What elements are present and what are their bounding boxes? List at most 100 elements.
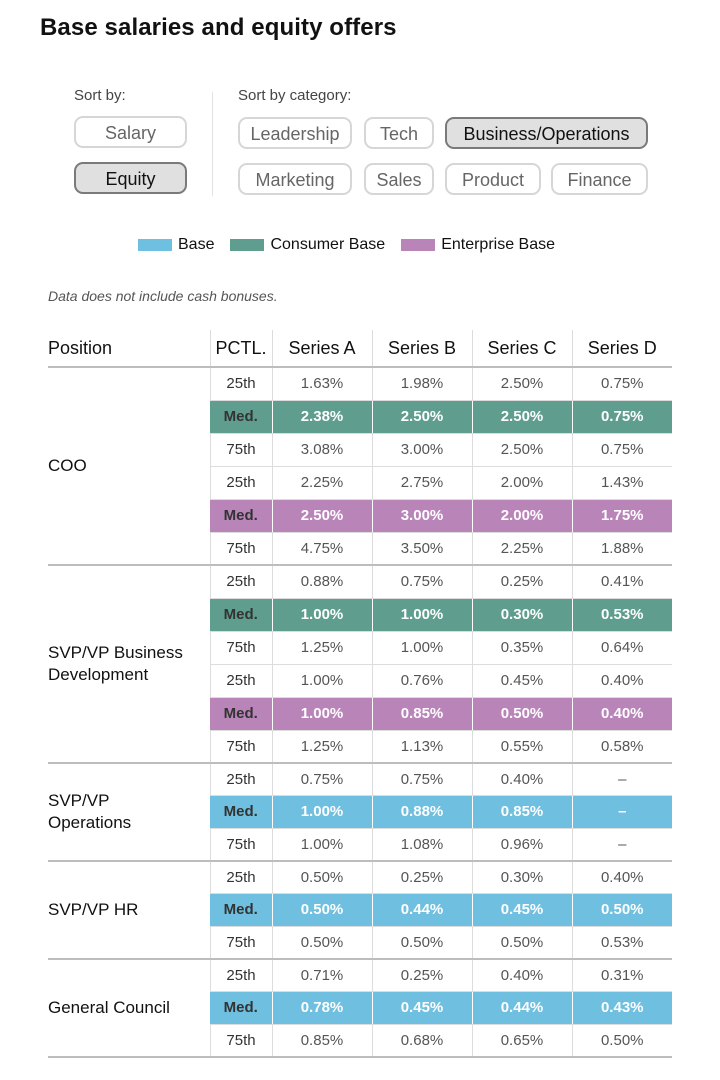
category-tech-button[interactable]: Tech	[364, 117, 434, 149]
category-business-operations-button[interactable]: Business/Operations	[445, 117, 648, 149]
table-row: Med. 2.38% 2.50% 2.50% 0.75%	[48, 400, 672, 434]
value-cell: 0.30%	[471, 598, 572, 632]
category-marketing-button[interactable]: Marketing	[238, 163, 352, 195]
value-cell: 0.45%	[471, 664, 572, 698]
value-cell: 0.41%	[571, 565, 672, 599]
position-cell: COO	[48, 367, 210, 566]
percentile-cell: 75th	[209, 532, 272, 566]
percentile-cell: 25th	[209, 466, 272, 500]
header-series-d: Series D	[571, 330, 672, 368]
value-cell: 0.96%	[471, 828, 572, 862]
sort-by-group: Sort by:	[74, 86, 126, 106]
value-cell: 2.50%	[471, 433, 572, 467]
value-cell: 0.31%	[571, 958, 672, 993]
value-cell: 0.50%	[271, 893, 372, 927]
value-cell: 0.53%	[571, 926, 672, 960]
value-cell: 0.50%	[571, 893, 672, 927]
table-row: 75th 1.00% 1.08% 0.96% –	[48, 828, 672, 862]
value-cell: 2.50%	[271, 499, 372, 533]
table-row: Med. 2.50% 3.00% 2.00% 1.75%	[48, 499, 672, 533]
value-cell: 0.88%	[271, 565, 372, 599]
table-row: SVP/VP HR 25th 0.50% 0.25% 0.30% 0.40%	[48, 860, 672, 960]
value-cell: 0.50%	[271, 860, 372, 895]
category-finance-button[interactable]: Finance	[551, 163, 648, 195]
value-cell: 1.13%	[371, 730, 472, 764]
value-cell: 3.00%	[371, 499, 472, 533]
percentile-cell: 25th	[209, 367, 272, 401]
table-row: General Council 25th 0.71% 0.25% 0.40% 0.31%	[48, 958, 672, 1058]
percentile-cell: 25th	[209, 763, 272, 797]
value-cell: 2.75%	[371, 466, 472, 500]
value-cell: 2.25%	[471, 532, 572, 566]
value-cell: 1.00%	[271, 795, 372, 829]
sort-salary-button[interactable]: Salary	[74, 116, 187, 148]
table-row: 25th 1.00% 0.76% 0.45% 0.40%	[48, 664, 672, 698]
category-leadership-button[interactable]: Leadership	[238, 117, 352, 149]
value-cell: 0.75%	[371, 763, 472, 797]
percentile-cell: Med.	[210, 400, 272, 434]
percentile-cell: 75th	[209, 730, 272, 764]
table-row: Med. 1.00% 1.00% 0.30% 0.53%	[48, 598, 672, 632]
table-row: 75th 1.25% 1.13% 0.55% 0.58%	[48, 730, 672, 764]
legend: Base Consumer Base Enterprise Base	[138, 234, 571, 256]
value-cell: 0.44%	[471, 991, 572, 1025]
value-cell: 0.40%	[471, 958, 572, 993]
value-cell: 0.25%	[471, 565, 572, 599]
header-series-b: Series B	[371, 330, 472, 368]
legend-swatch-enterprise-base	[401, 239, 436, 251]
table-row: 75th 1.25% 1.00% 0.35% 0.64%	[48, 631, 672, 665]
value-cell: 0.44%	[371, 893, 472, 927]
value-cell: 0.25%	[371, 958, 472, 993]
value-cell: 0.85%	[271, 1024, 372, 1058]
value-cell: 3.00%	[371, 433, 472, 467]
value-cell: 1.88%	[571, 532, 672, 566]
legend-swatch-consumer-base	[230, 239, 265, 251]
value-cell: 0.50%	[371, 926, 472, 960]
position-cell: SVP/VP Operations	[48, 763, 210, 862]
value-cell: 0.40%	[571, 860, 672, 895]
legend-label-enterprise-base: Enterprise Base	[441, 236, 556, 253]
value-cell: 1.00%	[371, 631, 472, 665]
value-cell: 0.30%	[471, 860, 572, 895]
percentile-cell: 25th	[209, 664, 272, 698]
value-cell: 0.45%	[371, 991, 472, 1025]
value-cell: 1.00%	[271, 598, 372, 632]
sort-equity-button[interactable]: Equity	[74, 162, 187, 194]
category-product-button[interactable]: Product	[445, 163, 541, 195]
table-row: Med. 1.00% 0.88% 0.85% –	[48, 795, 672, 829]
value-cell: –	[571, 795, 672, 829]
value-cell: 0.75%	[571, 400, 672, 434]
value-cell: 0.85%	[371, 697, 472, 731]
table-row: Med. 1.00% 0.85% 0.50% 0.40%	[48, 697, 672, 731]
value-cell: 1.00%	[271, 697, 372, 731]
legend-swatch-base	[138, 239, 172, 251]
legend-item-enterprise-base: Enterprise Base	[401, 236, 555, 254]
value-cell: 2.50%	[471, 367, 572, 401]
category-sales-button[interactable]: Sales	[364, 163, 434, 195]
value-cell: 0.50%	[271, 926, 372, 960]
value-cell: 1.98%	[371, 367, 472, 401]
value-cell: 2.38%	[271, 400, 372, 434]
value-cell: 0.75%	[271, 763, 372, 797]
value-cell: 0.50%	[571, 1024, 672, 1058]
value-cell: –	[571, 763, 672, 797]
value-cell: 0.68%	[371, 1024, 472, 1058]
value-cell: 1.25%	[271, 631, 372, 665]
percentile-cell: Med.	[210, 499, 272, 533]
value-cell: 1.63%	[271, 367, 372, 401]
value-cell: 0.75%	[571, 433, 672, 467]
position-cell: SVP/VP Business Development	[48, 565, 210, 764]
percentile-cell: 75th	[209, 828, 272, 862]
table-row: Med. 0.50% 0.44% 0.45% 0.50%	[48, 893, 672, 927]
percentile-cell: Med.	[210, 795, 272, 829]
percentile-cell: 25th	[209, 860, 272, 895]
value-cell: 3.50%	[371, 532, 472, 566]
value-cell: 0.78%	[271, 991, 372, 1025]
legend-item-consumer-base: Consumer Base	[230, 236, 385, 254]
equity-table: Position PCTL. Series A Series B Series …	[48, 330, 672, 1058]
legend-label-consumer-base: Consumer Base	[270, 236, 386, 253]
value-cell: 0.71%	[271, 958, 372, 993]
table-body: COO 25th 1.63% 1.98% 2.50% 0.75% Med. 2.38% 2.50…	[48, 367, 672, 1058]
value-cell: 0.50%	[471, 926, 572, 960]
value-cell: 0.45%	[471, 893, 572, 927]
